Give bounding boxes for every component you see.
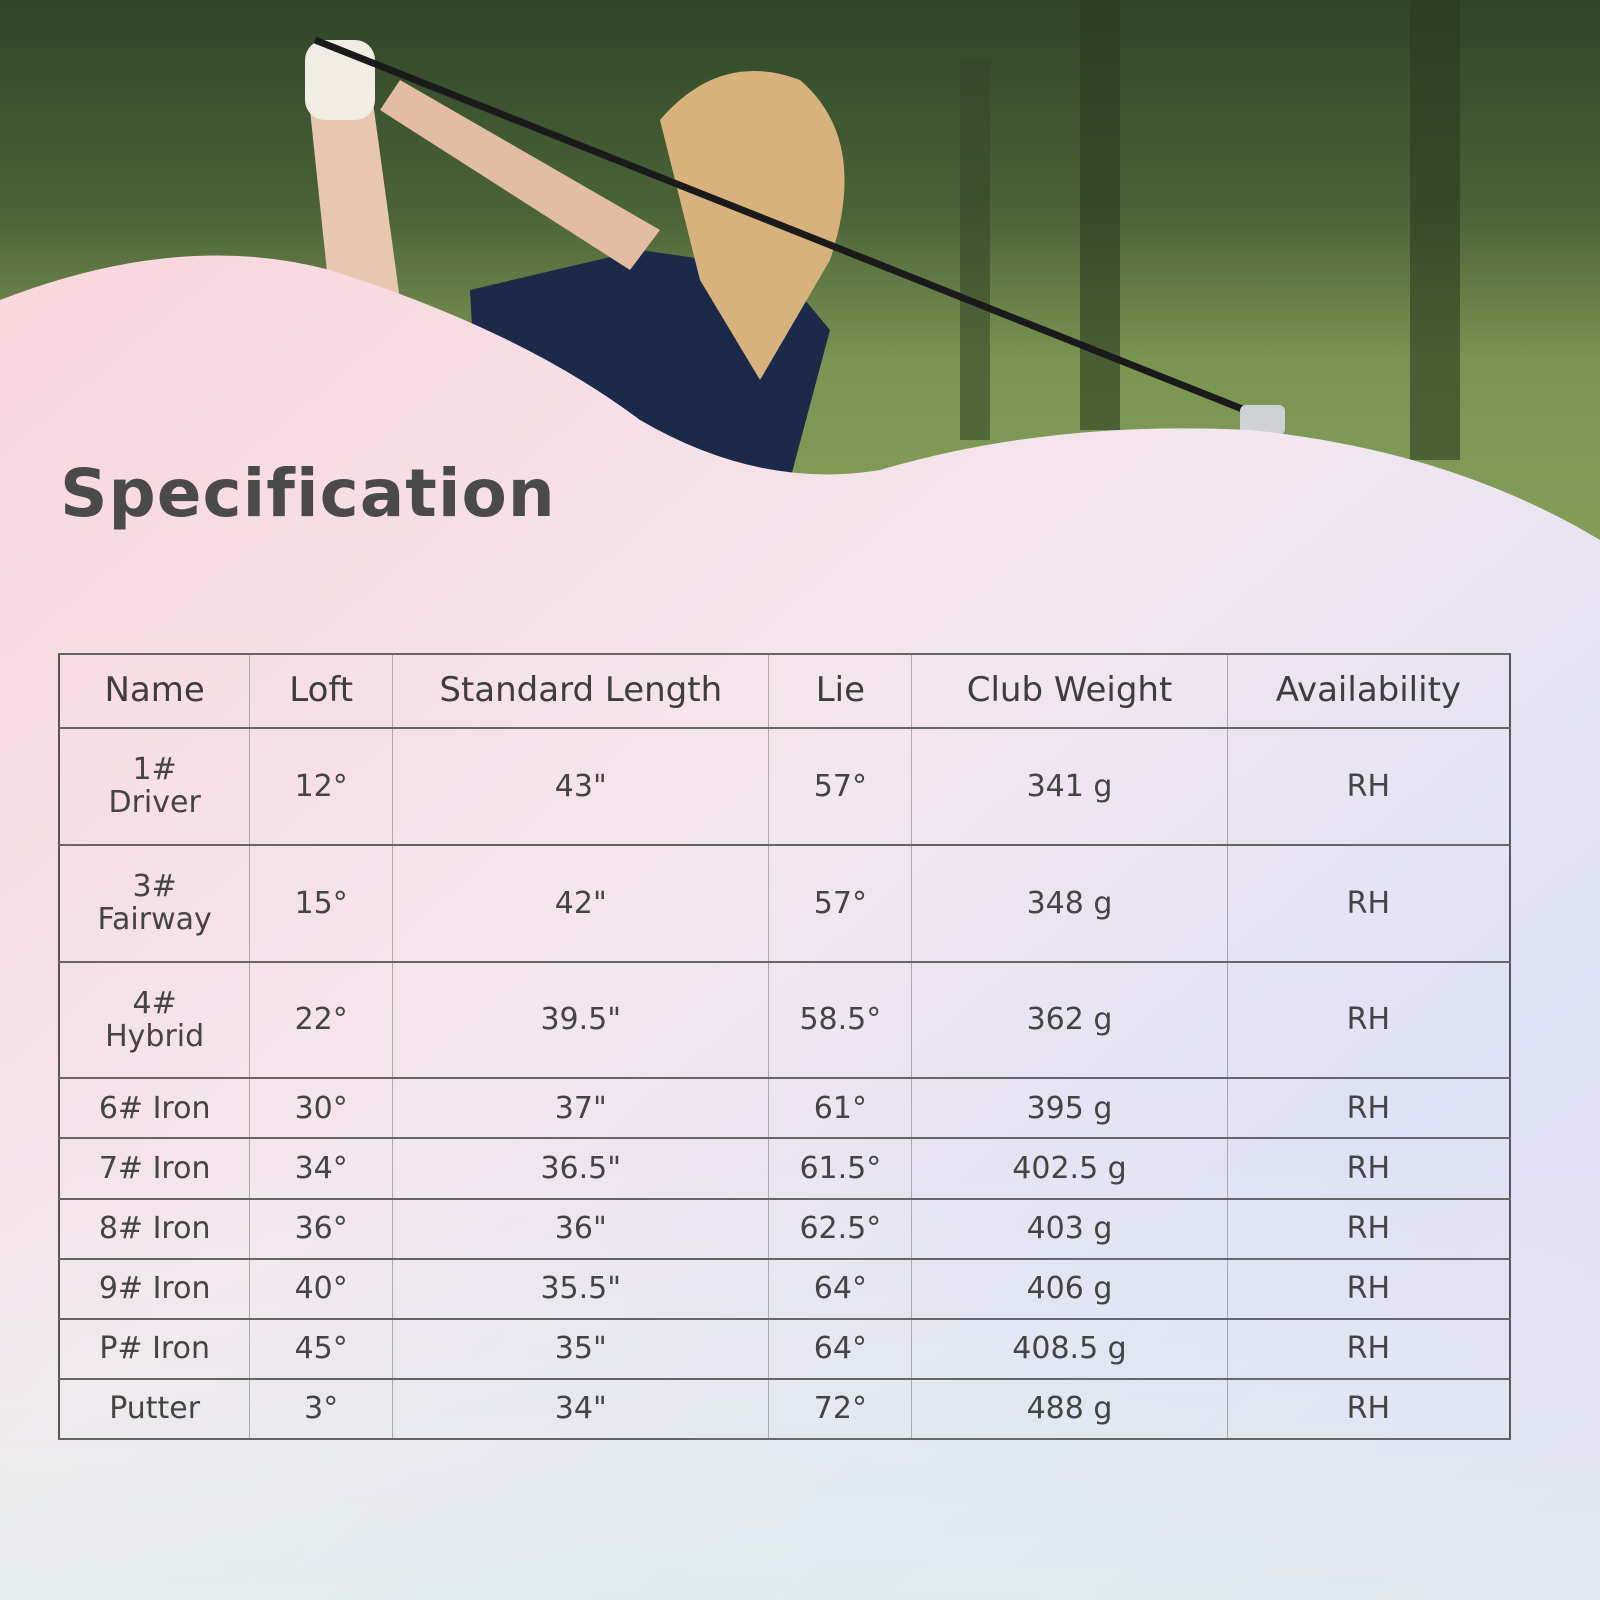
table-cell: 488 g [911, 1377, 1228, 1441]
table-cell: 35" [392, 1317, 770, 1380]
table-cell: 362 g [911, 960, 1228, 1080]
table-cell: 12° [249, 727, 394, 846]
table-cell: 45° [249, 1317, 394, 1380]
table-cell: RH [1226, 1377, 1511, 1441]
table-cell: 3° [249, 1377, 394, 1441]
table-cell: 22° [249, 960, 394, 1080]
table-cell: P# Iron [58, 1317, 251, 1380]
table-cell: Putter [58, 1377, 251, 1441]
table-cell: 64° [768, 1317, 913, 1380]
table-cell: 34" [392, 1377, 770, 1441]
table-cell: 36.5" [392, 1137, 770, 1200]
table-row: 7# Iron 34° 36.5" 61.5° 402.5 g RH [58, 1137, 1511, 1200]
table-cell: 6# Iron [58, 1077, 251, 1140]
table-cell: 35.5" [392, 1257, 770, 1320]
table-cell: 341 g [911, 727, 1228, 846]
table-row: 1# Driver 12° 43" 57° 341 g RH [58, 727, 1511, 846]
table-cell: 395 g [911, 1077, 1228, 1140]
table-cell: 9# Iron [58, 1257, 251, 1320]
table-cell: 61.5° [768, 1137, 913, 1200]
table-cell: RH [1226, 960, 1511, 1080]
table-row: 6# Iron 30° 37" 61° 395 g RH [58, 1077, 1511, 1140]
table-cell: 406 g [911, 1257, 1228, 1320]
table-cell: RH [1226, 843, 1511, 963]
column-header: Club Weight [911, 653, 1228, 729]
column-header: Availability [1226, 653, 1511, 729]
table-cell: 30° [249, 1077, 394, 1140]
table-row: 8# Iron 36° 36" 62.5° 403 g RH [58, 1197, 1511, 1260]
table-cell: RH [1226, 1257, 1511, 1320]
table-cell: 402.5 g [911, 1137, 1228, 1200]
table-cell: 43" [392, 727, 770, 846]
column-header: Standard Length [392, 653, 770, 729]
table-row: 9# Iron 40° 35.5" 64° 406 g RH [58, 1257, 1511, 1320]
table-cell: 8# Iron [58, 1197, 251, 1260]
table-cell: RH [1226, 1077, 1511, 1140]
table-cell: RH [1226, 1137, 1511, 1200]
column-header: Name [58, 653, 251, 729]
table-cell: 3# Fairway [58, 843, 251, 963]
column-header: Lie [768, 653, 913, 729]
table-cell: 36" [392, 1197, 770, 1260]
table-cell: 39.5" [392, 960, 770, 1080]
page-title: Specification [60, 455, 556, 532]
spec-table: Name Loft Standard Length Lie Club Weight Ava… [58, 653, 1511, 1441]
table-cell: 42" [392, 843, 770, 963]
table-cell: 348 g [911, 843, 1228, 963]
table-cell: 37" [392, 1077, 770, 1140]
table-cell: 7# Iron [58, 1137, 251, 1200]
table-cell: 36° [249, 1197, 394, 1260]
table-row: Putter 3° 34" 72° 488 g RH [58, 1377, 1511, 1441]
table-cell: 1# Driver [58, 727, 251, 846]
table-cell: RH [1226, 1197, 1511, 1260]
table-cell: RH [1226, 727, 1511, 846]
table-cell: 72° [768, 1377, 913, 1441]
table-cell: 58.5° [768, 960, 913, 1080]
table-cell: 34° [249, 1137, 394, 1200]
column-header: Loft [249, 653, 394, 729]
table-cell: 57° [768, 843, 913, 963]
table-cell: 62.5° [768, 1197, 913, 1260]
table-cell: 40° [249, 1257, 394, 1320]
table-cell: 61° [768, 1077, 913, 1140]
table-cell: 57° [768, 727, 913, 846]
table-cell: 64° [768, 1257, 913, 1320]
table-row: P# Iron 45° 35" 64° 408.5 g RH [58, 1317, 1511, 1380]
header-row: Name Loft Standard Length Lie Club Weight Ava… [58, 653, 1511, 729]
table-cell: 408.5 g [911, 1317, 1228, 1380]
trees [960, 0, 1460, 460]
table-cell: 4# Hybrid [58, 960, 251, 1080]
table-cell: 15° [249, 843, 394, 963]
table-row: 4# Hybrid 22° 39.5" 58.5° 362 g RH [58, 960, 1511, 1080]
table-cell: RH [1226, 1317, 1511, 1380]
table-cell: 403 g [911, 1197, 1228, 1260]
table-row: 3# Fairway 15° 42" 57° 348 g RH [58, 843, 1511, 963]
